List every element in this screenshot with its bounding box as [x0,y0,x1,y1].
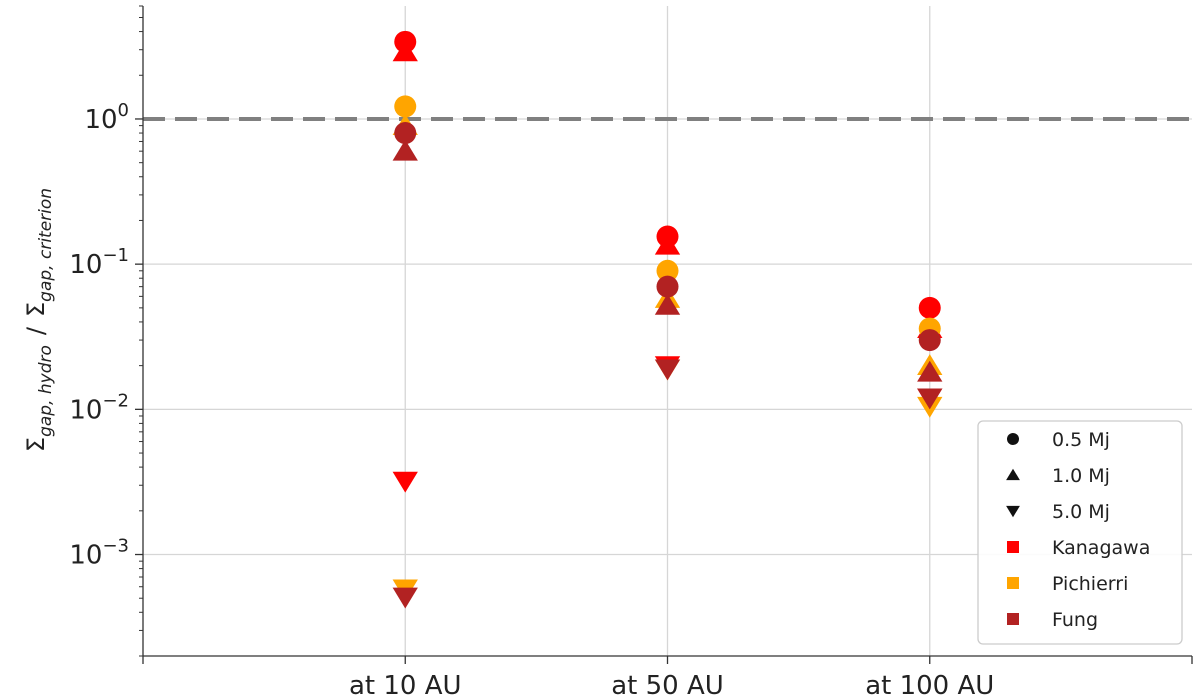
x-axis-ticks: at 10 AU at 50 AU at 100 AU [142,656,1193,699]
data-point [392,587,418,609]
data-point [917,360,943,382]
legend-label: 0.5 Mj [1052,429,1110,451]
data-point [656,275,679,298]
y-tick-label: 10−2 [69,390,129,425]
data-point [392,471,418,493]
y-tick-label: 10−1 [69,245,129,280]
legend-box [977,420,1183,645]
legend: 0.5 Mj 1.0 Mj 5.0 Mj Kanagawa Pichierri Fung [977,420,1183,645]
x-tick-label: at 100 AU [865,671,994,699]
data-point [654,293,681,315]
legend-label: Fung [1052,609,1098,631]
legend-marker [1006,505,1020,518]
data-point [392,139,418,161]
legend-marker [1007,613,1019,625]
legend-marker [1007,577,1019,589]
data-point [918,296,941,319]
data-point [656,225,679,248]
data-point [656,259,679,282]
y-axis-ticks: 10−3 10−2 10−1 100 [69,5,143,657]
data-point [654,359,681,381]
legend-label: 1.0 Mj [1052,465,1110,487]
y-axis-label: Σgap, hydro/Σgap, criterion [22,188,56,452]
data-point [917,388,943,410]
legend-marker [1007,541,1019,553]
legend-label: Pichierri [1052,573,1128,595]
data-points [392,30,943,609]
data-point [394,30,417,53]
x-tick-label: at 10 AU [349,671,462,699]
legend-marker [1007,433,1019,445]
data-point [394,95,417,118]
legend-label: Kanagawa [1052,537,1150,559]
legend-label: 5.0 Mj [1052,501,1110,523]
data-point [918,329,941,352]
y-tick-label: 100 [84,100,129,135]
legend-marker [1006,468,1020,481]
x-tick-label: at 50 AU [611,671,724,699]
y-tick-label: 10−3 [69,536,129,571]
data-point [394,122,417,145]
